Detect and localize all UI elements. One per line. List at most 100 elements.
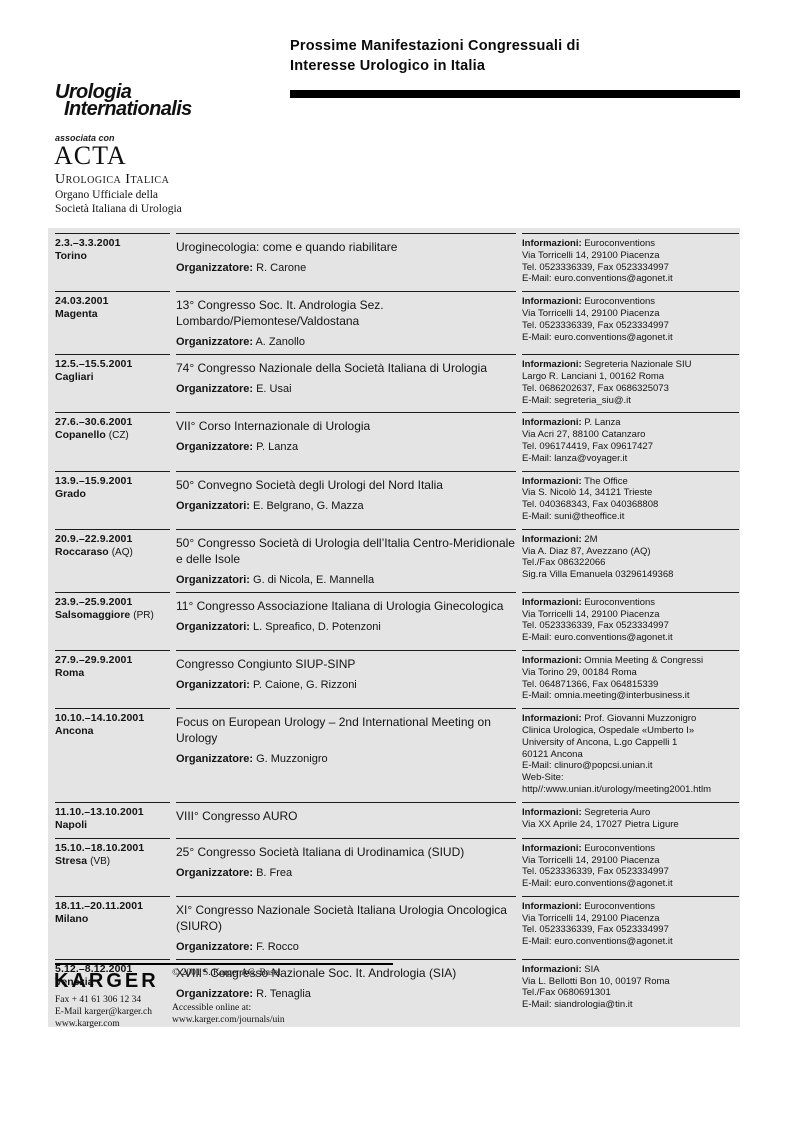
event-info-header: Informazioni: P. Lanza (522, 416, 739, 429)
info-label: Informazioni: (522, 417, 582, 429)
event-date-cell: 27.6.–30.6.2001 Copanello (CZ) (55, 412, 170, 470)
event-organizer: Organizzatore: F. Rocco (176, 941, 516, 953)
info-name: Segreteria Nazionale SIU (584, 359, 692, 371)
info-name: SIA (584, 963, 600, 975)
info-label: Informazioni: (522, 296, 582, 308)
event-info-cell: Informazioni: Euroconventions Via Torric… (522, 895, 739, 959)
event-info-lines: Via Acri 27, 88100 Catanzaro Tel. 0961744… (522, 429, 739, 464)
organizer-label: Organizzatori: (176, 499, 250, 512)
event-date-cell: 2.3.–3.3.2001 Torino (55, 233, 170, 291)
info-label: Informazioni: (522, 713, 582, 725)
event-info-lines: Via Torricelli 14, 29100 Piacenza Tel. 05… (522, 913, 739, 948)
info-label: Informazioni: (522, 900, 582, 912)
info-name: Prof. Giovanni Muzzonigro (584, 713, 697, 725)
karger-logo: KARGER (54, 970, 159, 992)
organizer-names: L. Spreafico, D. Potenzoni (253, 620, 381, 633)
organizer-names: G. Muzzonigro (256, 753, 328, 766)
copyright-notice: © 2001 S. Karger AG, Basel (172, 968, 281, 978)
journal-logo: Urologia Internationalis (55, 81, 192, 119)
info-line: E-Mail: omnia.meeting@interbusiness.it (522, 690, 690, 702)
page-title-line1: Prossime Manifestazioni Congressuali di (290, 38, 580, 54)
event-row: 5.12.–8.12.2001 Venezia XVIII° Congresso… (48, 958, 740, 1017)
event-date-cell: 15.10.–18.10.2001 Stresa (VB) (55, 837, 170, 896)
event-title-cell: VIII° Congresso AURO (176, 801, 516, 838)
event-location: Cagliari (55, 371, 94, 384)
info-line: E-Mail: euro.conventions@agonet.it (522, 331, 673, 343)
event-info-cell: Informazioni: The Office Via S. Nicolò 1… (522, 470, 739, 529)
event-row: 24.03.2001 Magenta 13° Congresso Soc. It… (48, 291, 740, 354)
event-location: Roccaraso (AQ) (55, 545, 133, 558)
info-line: Tel. 0686202637, Fax 0686325073 (522, 382, 669, 394)
info-line: University of Ancona, L.go Cappelli 1 (522, 736, 678, 748)
info-line: Via XX Aprile 24, 17027 Pietra Ligure (522, 818, 679, 830)
event-info-header: Informazioni: Prof. Giovanni Muzzonigro (522, 712, 739, 725)
info-name: The Office (584, 475, 628, 487)
event-date-cell: 23.9.–25.9.2001 Salsomaggiore (PR) (55, 591, 170, 650)
event-info-header: Informazioni: Euroconventions (522, 295, 739, 308)
event-date-cell: 27.9.–29.9.2001 Roma (55, 649, 170, 708)
event-date-cell: 13.9.–15.9.2001 Grado (55, 470, 170, 529)
event-date-cell: 24.03.2001 Magenta (55, 291, 170, 354)
event-info-cell: Informazioni: SIA Via L. Bellotti Bon 10… (522, 958, 739, 1017)
organizer-names: A. Zanollo (255, 336, 305, 349)
event-info-header: Informazioni: Euroconventions (522, 596, 739, 609)
event-info-header: Informazioni: Euroconventions (522, 900, 739, 913)
publisher-email: E-Mail karger@karger.ch (55, 1007, 153, 1017)
organizer-names: E. Usai (256, 383, 292, 396)
event-title: VIII° Congresso AURO (176, 808, 298, 823)
info-line: Via Torricelli 14, 29100 Piacenza (522, 912, 660, 924)
event-organizer: Organizzatore: A. Zanollo (176, 336, 516, 348)
event-organizer: Organizzatori: P. Caione, G. Rizzoni (176, 679, 516, 691)
event-row: 12.5.–15.5.2001 Cagliari 74° Congresso N… (48, 354, 740, 412)
info-line: E-Mail: euro.conventions@agonet.it (522, 936, 673, 948)
header-rule-bar (290, 90, 740, 98)
event-info-lines: Via Torricelli 14, 29100 Piacenza Tel. 05… (522, 250, 739, 285)
info-label: Informazioni: (522, 359, 582, 371)
event-date: 15.10.–18.10.2001 (55, 841, 145, 854)
event-date-cell: 20.9.–22.9.2001 Roccaraso (AQ) (55, 528, 170, 592)
event-date: 20.9.–22.9.2001 (55, 532, 133, 545)
organizer-names: P. Lanza (256, 441, 299, 454)
info-line: Tel. 096174419, Fax 09617427 (522, 440, 653, 452)
event-title: VII° Corso Internazionale di Urologia (176, 419, 371, 434)
info-line: Via Torricelli 14, 29100 Piacenza (522, 307, 660, 319)
event-organizer: Organizzatore: E. Usai (176, 383, 516, 395)
event-info-cell: Informazioni: Segreteria Auro Via XX Apr… (522, 801, 739, 838)
event-title: Uroginecologia: come e quando riabilitar… (176, 240, 398, 254)
event-title-cell: 50° Convegno Società degli Urologi del N… (176, 470, 516, 529)
organizer-names: G. di Nicola, E. Mannella (253, 573, 375, 586)
official-organ-note: Organo Ufficiale della Società Italiana … (55, 188, 182, 216)
organizer-label: Organizzatore: (176, 262, 254, 274)
info-line: Via Torricelli 14, 29100 Piacenza (522, 854, 660, 866)
info-label: Informazioni: (522, 596, 582, 608)
event-title: 50° Congresso Società di Urologia dell’I… (176, 535, 515, 566)
event-title: XVIII° Congresso Nazionale Soc. It. Andr… (176, 965, 457, 980)
event-info-header: Informazioni: 2M (522, 533, 739, 546)
official-organ-line2: Società Italiana di Urologia (55, 203, 182, 215)
event-info-lines: Via A. Diaz 87, Avezzano (AQ) Tel./Fax 08… (522, 546, 739, 581)
event-info-lines: Via Torricelli 14, 29100 Piacenza Tel. 05… (522, 609, 739, 644)
event-location-province: (AQ) (111, 546, 133, 558)
organizer-label: Organizzatore: (176, 940, 254, 953)
event-row: 13.9.–15.9.2001 Grado 50° Convegno Socie… (48, 470, 740, 529)
info-name: Euroconventions (584, 238, 656, 249)
page-title: Prossime Manifestazioni Congressuali di … (290, 36, 580, 76)
organizer-names: P. Caione, G. Rizzoni (253, 678, 357, 691)
event-title: 13° Congresso Soc. It. Andrologia Sez. L… (176, 298, 384, 329)
event-title: 25° Congresso Società Italiana di Urodin… (176, 844, 465, 859)
event-title-cell: VII° Corso Internazionale di Urologia Or… (176, 412, 516, 470)
event-title: 50° Convegno Società degli Urologi del N… (176, 477, 443, 492)
info-line: Tel. 0523336339, Fax 0523334997 (522, 866, 669, 878)
event-info-header: Informazioni: Omnia Meeting & Congressi (522, 654, 739, 667)
event-title-cell: Uroginecologia: come e quando riabilitar… (176, 233, 516, 291)
event-info-header: Informazioni: Segreteria Auro (522, 806, 739, 819)
event-date: 23.9.–25.9.2001 (55, 595, 133, 608)
info-line: Tel. 0523336339, Fax 0523334997 (522, 261, 669, 273)
event-organizer: Organizzatore: G. Muzzonigro (176, 753, 516, 765)
info-line: E-Mail: euro.conventions@agonet.it (522, 273, 673, 285)
event-info-lines: Via XX Aprile 24, 17027 Pietra Ligure (522, 819, 739, 831)
event-date: 27.9.–29.9.2001 (55, 653, 133, 666)
info-name: 2M (584, 533, 598, 545)
journal-logo-line1: Urologia (55, 81, 132, 103)
event-info-cell: Informazioni: Prof. Giovanni Muzzonigro … (522, 708, 739, 802)
